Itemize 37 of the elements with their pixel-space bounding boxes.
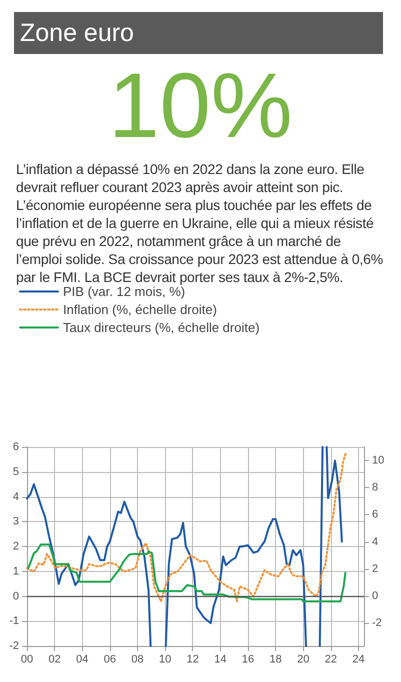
line-series [27, 543, 346, 602]
x-tick-label: 16 [242, 654, 254, 666]
x-tick-label: 20 [297, 654, 310, 666]
y-tick-label: -2 [9, 640, 19, 652]
chart-title: Zone euro [14, 12, 383, 54]
x-tick-label: 04 [76, 654, 88, 666]
y-tick-label: 2 [12, 540, 19, 552]
x-tick-label: 14 [214, 654, 226, 666]
x-tick-label: 06 [104, 654, 116, 666]
y2-tick-label: 10 [372, 454, 384, 467]
line-series [26, 451, 348, 602]
y2-tick-label: 0 [372, 590, 378, 602]
x-tick-label: 10 [158, 654, 172, 666]
y-tick-label: 1 [12, 565, 19, 578]
y-tick-label: 6 [12, 441, 19, 453]
text: L’inflation a dépassé 10% en 2022 dans la zone euro. Elle devrait refluer courant 2023 après avoir atteint son pic. L’économie européenne sera plus touchée par les effets de l’inflation et de la guerre en Ukraine, elle qui a mieux résisté que prévu en 2022, notamment grâce à un marché de l’emploi solide. Sa croissance pour 2023 est attendue à 0,6% par le FMI. La BCE devrait porter ses taux à 2%-2,5%. [16, 160, 384, 286]
y-tick-label: 0 [12, 590, 19, 602]
legend-label: Taux directeurs (%, échelle droite) [63, 320, 260, 335]
y-tick-label: -1 [9, 615, 19, 628]
y-tick-label: 3 [12, 516, 19, 528]
x-tick-label: 00 [20, 654, 34, 666]
x-tick-label: 18 [269, 654, 282, 666]
chart-subtitle: 10% [107, 55, 294, 157]
x-tick-label: 24 [352, 654, 365, 666]
legend-label: Inflation (%, échelle droite) [63, 302, 217, 317]
x-tick-label: 22 [324, 654, 337, 666]
y2-tick-label: 2 [372, 562, 378, 575]
y2-tick-label: 4 [372, 536, 378, 548]
y2-tick-label: 8 [372, 482, 378, 494]
y-tick-label: 4 [12, 490, 19, 503]
x-tick-label: 08 [131, 654, 144, 666]
x-tick-label: 02 [48, 654, 61, 666]
y2-tick-label: 6 [372, 508, 378, 521]
y2-tick-label: -2 [372, 616, 382, 629]
legend-label: PIB (var. 12 mois, %) [63, 284, 186, 299]
y-tick-label: 5 [12, 466, 19, 478]
x-tick-label: 12 [186, 654, 199, 666]
